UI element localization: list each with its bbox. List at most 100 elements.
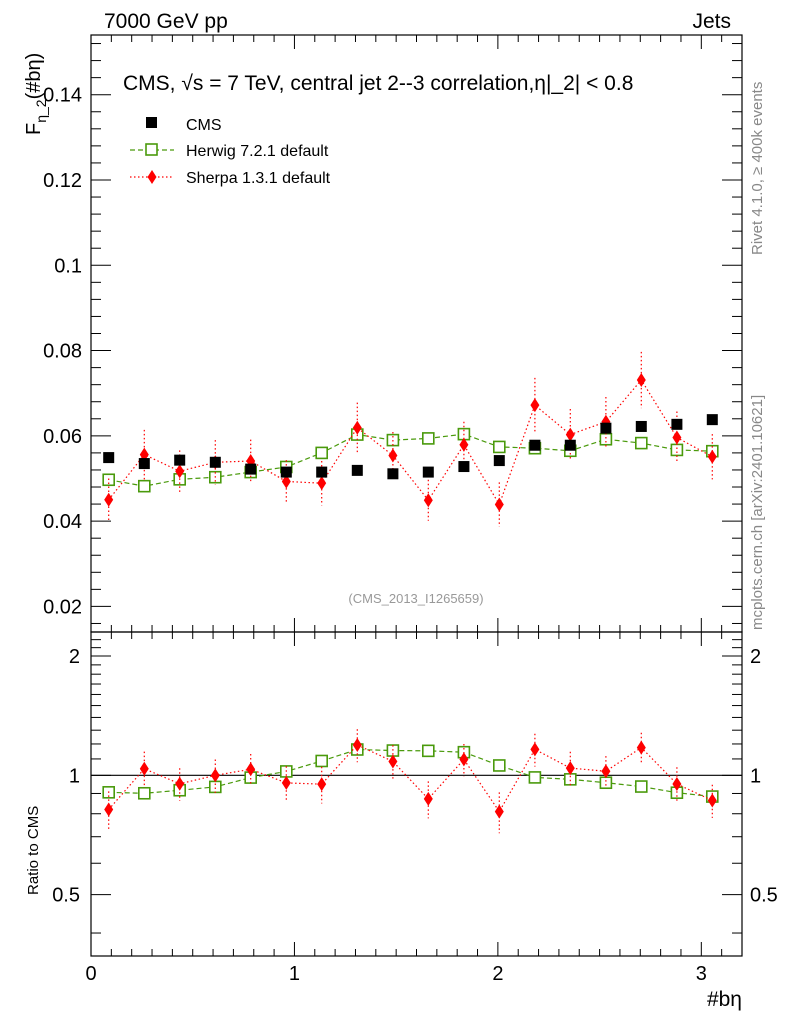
sherpa-point: [104, 492, 114, 507]
ratio-tick-label: 2: [69, 646, 80, 668]
svg-text:Fη_2(#bη): Fη_2(#bη): [23, 53, 49, 135]
sherpa-ratio-point: [139, 761, 149, 776]
cms-point: [316, 466, 328, 478]
herwig-point: [492, 440, 506, 454]
cms-point: [351, 464, 363, 476]
herwig-ratio-point: [634, 780, 648, 793]
sherpa-ratio-point: [494, 804, 504, 819]
ratio-tick-label-right: 1: [750, 765, 761, 787]
herwig-ratio-point: [492, 759, 506, 772]
herwig-ratio-line: [108, 748, 713, 798]
ratio-tick-label-right: 2: [750, 646, 761, 668]
cms-point: [493, 455, 505, 467]
sherpa-ratio-point: [246, 762, 256, 777]
y-tick-label: 0.06: [43, 426, 82, 448]
y-tick-label: 0.14: [43, 85, 82, 107]
sherpa-ratio-point: [565, 761, 575, 776]
legend-marker-cms: [146, 117, 157, 128]
sherpa-ratio-point: [423, 791, 433, 806]
sherpa-ratio-point: [707, 793, 717, 808]
herwig-ratio-point: [209, 780, 222, 794]
sherpa-point: [565, 427, 575, 442]
legend-label-herwig: Herwig 7.2.1 default: [186, 143, 329, 160]
sherpa-ratio-point: [175, 776, 185, 791]
sherpa-point: [317, 476, 327, 491]
legend: CMS Herwig 7.2.1 default Sherpa 1.3.1 de…: [130, 117, 331, 187]
process-label: Jets: [692, 10, 731, 33]
sherpa-ratio-point: [601, 764, 611, 779]
y-tick-label: 0.02: [43, 596, 82, 618]
cms-point: [671, 418, 683, 430]
y-axis-label: Fη_2(#bη): [23, 53, 49, 135]
cms-point: [706, 414, 718, 426]
herwig-point: [315, 446, 328, 460]
sherpa-ratio-point: [352, 737, 362, 752]
x-tick-label: 2: [492, 963, 503, 985]
sherpa-point: [530, 398, 540, 413]
cms-point: [458, 461, 470, 473]
sherpa-ratio-point: [210, 768, 220, 783]
ratio-tick-label: 1: [69, 765, 80, 787]
sherpa-ratio-point: [388, 754, 398, 769]
sherpa-point: [423, 493, 433, 508]
sherpa-ratio-point: [317, 777, 327, 792]
herwig-point: [599, 432, 613, 446]
sherpa-point: [459, 437, 469, 452]
herwig-ratio-point: [599, 776, 613, 790]
ratio-tick-label: 0.5: [52, 885, 80, 907]
cms-point: [245, 463, 257, 475]
analysis-id: (CMS_2013_I1265659): [348, 591, 483, 606]
cms-point: [635, 420, 647, 432]
sherpa-ratio-point: [530, 742, 540, 757]
herwig-ratio-point: [138, 786, 151, 800]
cms-point: [529, 439, 541, 451]
y-tick-label: 0.1: [54, 255, 82, 277]
sherpa-line: [108, 378, 713, 506]
herwig-ratio-point: [563, 773, 577, 786]
x-tick-label: 0: [85, 963, 96, 985]
x-tick-label: 3: [696, 963, 707, 985]
y-tick-label: 0.08: [43, 341, 82, 363]
legend-marker-herwig: [145, 143, 158, 156]
legend-label-sherpa: Sherpa 1.3.1 default: [186, 170, 331, 187]
cms-point: [600, 422, 612, 434]
herwig-ratio-point: [528, 771, 542, 784]
sherpa-point: [636, 372, 646, 387]
x-axis-label: #bη: [707, 988, 742, 1011]
ratio-plot-frame: [90, 631, 743, 957]
herwig-point: [634, 436, 648, 450]
side-label-mcplots: mcplots.cern.ch [arXiv:2401.10621]: [749, 395, 766, 630]
y-axis-label-main: F: [23, 123, 45, 135]
side-label-rivet: Rivet 4.1.0, ≥ 400k events: [749, 82, 766, 255]
sherpa-point: [672, 430, 682, 445]
cms-point: [387, 468, 399, 480]
y-axis-label-suffix: (#bη): [23, 53, 45, 100]
sherpa-ratio-point: [281, 775, 291, 790]
sherpa-point: [175, 464, 185, 479]
cms-point: [174, 454, 186, 466]
plot-title: CMS, √s = 7 TeV, central jet 2--3 correl…: [123, 72, 633, 95]
herwig-point: [138, 479, 151, 493]
legend-label-cms: CMS: [186, 117, 222, 134]
sherpa-point: [494, 497, 504, 512]
cms-point: [103, 452, 115, 464]
sherpa-ratio-point: [104, 802, 114, 817]
main-axis-ticks: 0.02 0.04 0.06 0.08 0.1 0.12 0.14: [43, 35, 743, 632]
sherpa-point: [707, 449, 717, 464]
cms-point: [209, 456, 221, 468]
sherpa-point: [388, 448, 398, 463]
herwig-ratio-point: [421, 744, 435, 758]
y-tick-label: 0.04: [43, 511, 82, 533]
sherpa-ratio-point: [636, 740, 646, 755]
sherpa-ratio-point: [672, 776, 682, 791]
sherpa-point: [352, 420, 362, 435]
ratio-tick-label-right: 0.5: [750, 885, 778, 907]
ratio-y-axis-label: Ratio to CMS: [25, 806, 42, 895]
cms-point: [422, 466, 434, 478]
cms-point: [138, 458, 150, 470]
herwig-ratio-point: [315, 754, 328, 768]
sherpa-point: [281, 474, 291, 489]
legend-marker-sherpa: [147, 170, 157, 184]
herwig-point: [421, 432, 435, 445]
